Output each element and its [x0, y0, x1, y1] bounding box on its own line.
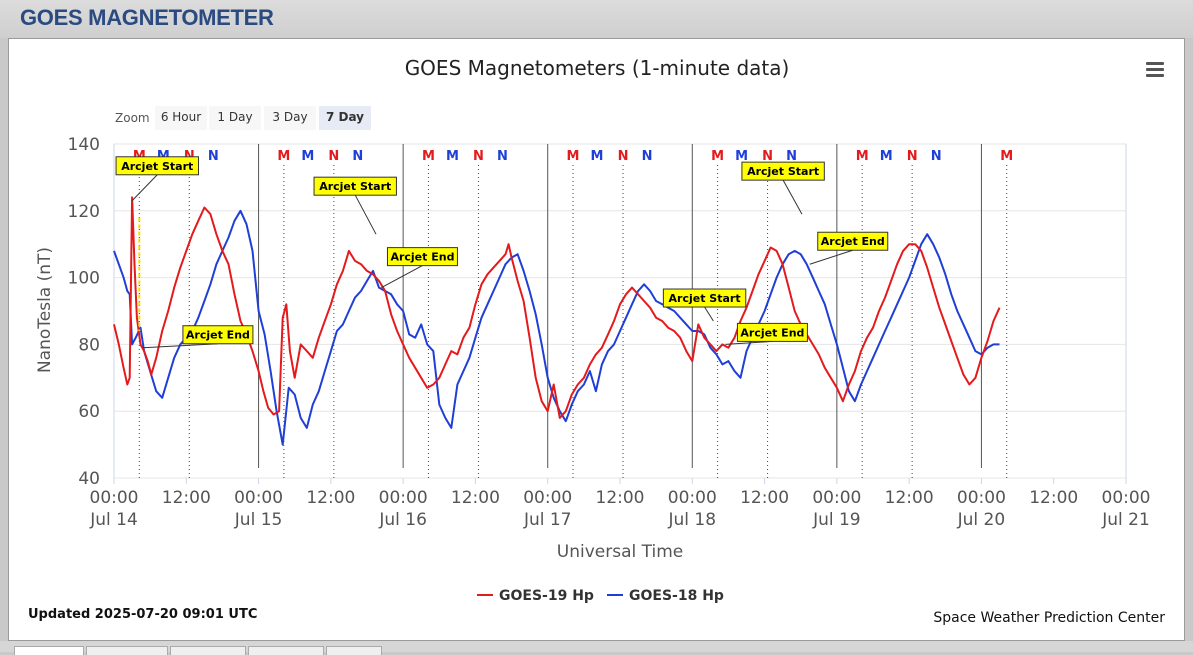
- zoom-button-3-day[interactable]: 3 Day: [264, 106, 316, 130]
- zoom-button-label: 6 Hour: [161, 110, 201, 124]
- zoom-button-label: 1 Day: [217, 110, 252, 124]
- zoom-button-bg: [155, 106, 207, 130]
- legend: GOES-19 Hp GOES-18 Hp: [477, 588, 724, 604]
- bottom-tab[interactable]: [14, 646, 84, 655]
- zoom-button-bg: [209, 106, 261, 130]
- legend-label: GOES-18 Hp: [629, 588, 724, 604]
- page-title: GOES MAGNETOMETER: [20, 5, 274, 30]
- zoom-button-7-day[interactable]: 7 Day: [319, 106, 371, 130]
- bottom-strip: [0, 641, 1193, 652]
- zoom-button-bg: [319, 106, 371, 130]
- legend-item-goes-18-hp[interactable]: GOES-18 Hp: [607, 588, 724, 604]
- bottom-tab[interactable]: [326, 646, 382, 655]
- bottom-tab[interactable]: [248, 646, 324, 655]
- zoom-button-1-day[interactable]: 1 Day: [209, 106, 261, 130]
- zoom-label: Zoom: [115, 111, 150, 125]
- zoom-button-6-hour[interactable]: 6 Hour: [155, 106, 207, 130]
- zoom-button-label: 3 Day: [272, 110, 307, 124]
- legend-label: GOES-19 Hp: [499, 588, 594, 604]
- legend-item-goes-19-hp[interactable]: GOES-19 Hp: [477, 588, 594, 604]
- top-bar: GOES MAGNETOMETER: [0, 0, 1193, 38]
- bottom-tab[interactable]: [170, 646, 246, 655]
- zoom-button-label: 7 Day: [326, 110, 364, 124]
- zoom-button-bg: [264, 106, 316, 130]
- chart-menu-icon[interactable]: [1146, 62, 1164, 78]
- bottom-tab[interactable]: [86, 646, 168, 655]
- zoom-controls: Zoom 6 Hour 1 Day 3 Day 7 Day: [115, 106, 371, 130]
